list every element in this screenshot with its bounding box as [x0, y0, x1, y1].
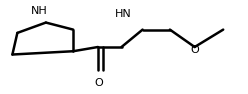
- Text: O: O: [190, 45, 199, 55]
- Text: NH: NH: [31, 6, 47, 16]
- Text: O: O: [95, 78, 104, 88]
- Text: HN: HN: [114, 9, 131, 19]
